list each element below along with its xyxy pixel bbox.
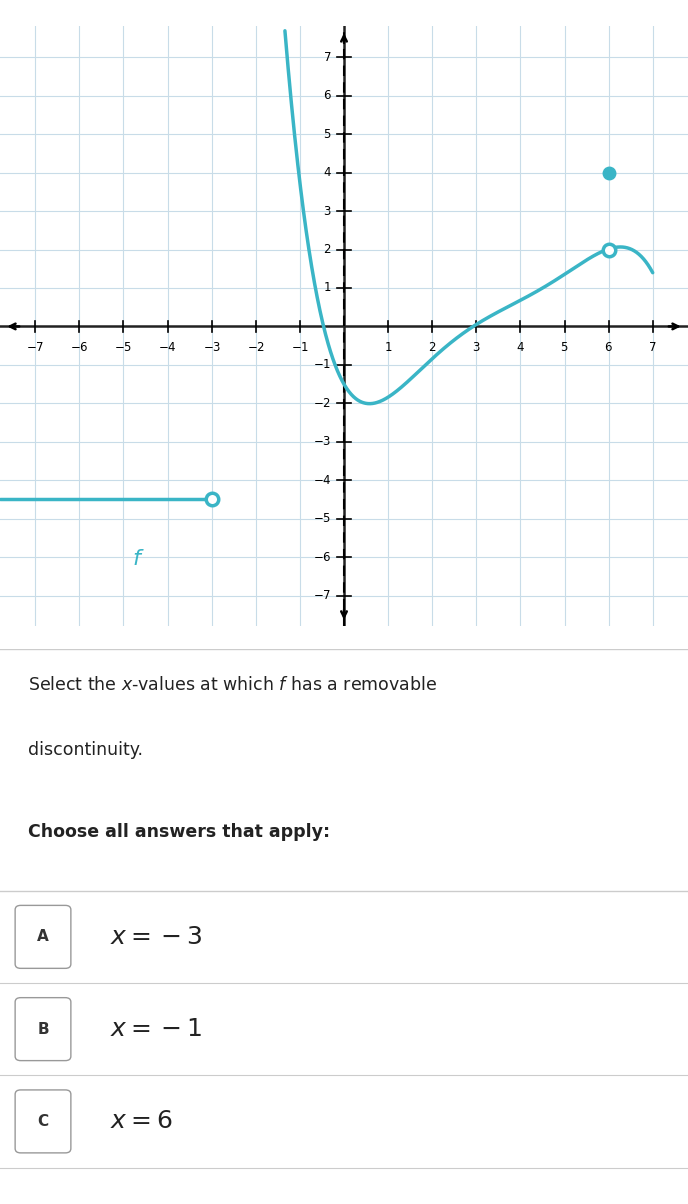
Text: $4$: $4$	[516, 341, 525, 354]
Text: $x = -1$: $x = -1$	[110, 1017, 202, 1041]
FancyBboxPatch shape	[15, 905, 71, 968]
Text: B: B	[37, 1022, 49, 1037]
Text: $1$: $1$	[384, 341, 392, 354]
Text: $5$: $5$	[323, 128, 332, 141]
Text: $-7$: $-7$	[313, 589, 332, 602]
Text: $2$: $2$	[428, 341, 436, 354]
Text: $7$: $7$	[649, 341, 657, 354]
Text: Select the $x$-values at which $f$ has a removable: Select the $x$-values at which $f$ has a…	[28, 677, 436, 695]
Text: $-1$: $-1$	[314, 359, 332, 371]
Text: $-5$: $-5$	[314, 512, 332, 525]
Text: $-1$: $-1$	[291, 341, 309, 354]
Text: $-6$: $-6$	[70, 341, 89, 354]
Text: $4$: $4$	[323, 166, 332, 179]
Text: Choose all answers that apply:: Choose all answers that apply:	[28, 822, 330, 840]
Text: $1$: $1$	[323, 282, 332, 295]
Text: $6$: $6$	[604, 341, 613, 354]
Text: $x = -3$: $x = -3$	[110, 925, 203, 949]
Text: $-4$: $-4$	[158, 341, 177, 354]
Text: discontinuity.: discontinuity.	[28, 742, 142, 760]
Text: $7$: $7$	[323, 51, 332, 64]
Text: $5$: $5$	[560, 341, 569, 354]
FancyBboxPatch shape	[15, 1090, 71, 1153]
Text: $3$: $3$	[323, 205, 332, 218]
FancyBboxPatch shape	[15, 998, 71, 1061]
Text: $-4$: $-4$	[313, 473, 332, 486]
Text: $2$: $2$	[323, 243, 332, 256]
Text: $-2$: $-2$	[314, 397, 332, 409]
Text: $6$: $6$	[323, 89, 332, 102]
Text: $-6$: $-6$	[313, 550, 332, 563]
Text: $f$: $f$	[132, 549, 145, 568]
Text: A: A	[37, 929, 49, 944]
Text: $-3$: $-3$	[202, 341, 221, 354]
Text: C: C	[37, 1114, 49, 1129]
Text: $-5$: $-5$	[114, 341, 133, 354]
Text: $3$: $3$	[472, 341, 480, 354]
Text: $-2$: $-2$	[247, 341, 265, 354]
Text: $-7$: $-7$	[26, 341, 45, 354]
Text: $-3$: $-3$	[313, 436, 332, 448]
Text: $x = 6$: $x = 6$	[110, 1109, 173, 1133]
